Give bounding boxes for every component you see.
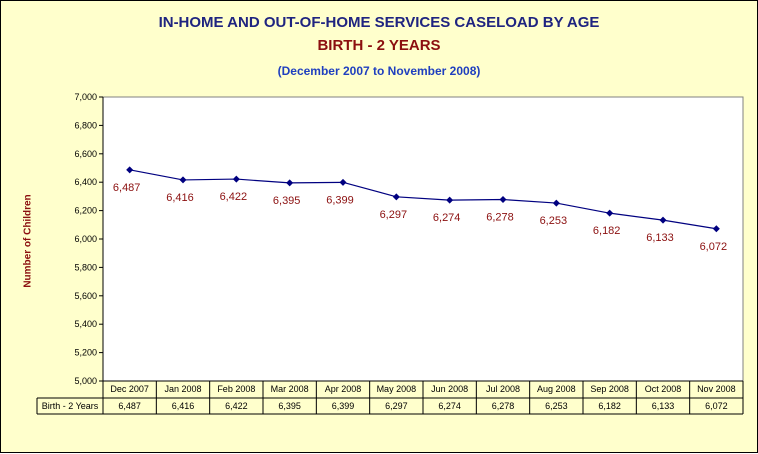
data-label: 6,072 xyxy=(700,241,728,253)
table-cell: 6,395 xyxy=(278,401,301,411)
data-point xyxy=(552,199,560,207)
data-label: 6,422 xyxy=(220,191,248,203)
data-label: 6,395 xyxy=(273,195,301,207)
y-tick-label: 6,200 xyxy=(74,206,97,216)
y-tick-label: 6,000 xyxy=(74,234,97,244)
table-cell: 6,399 xyxy=(332,401,355,411)
data-label: 6,399 xyxy=(326,194,354,206)
table-cell: 6,416 xyxy=(172,401,195,411)
data-label: 6,133 xyxy=(646,232,674,244)
data-label: 6,278 xyxy=(486,212,514,224)
data-point xyxy=(499,196,507,204)
data-point xyxy=(339,178,347,186)
x-tick-label: Feb 2008 xyxy=(217,384,255,394)
y-tick-label: 6,800 xyxy=(74,120,97,130)
data-point xyxy=(232,175,240,183)
data-point xyxy=(659,216,667,224)
data-point xyxy=(712,225,720,233)
plot-area xyxy=(102,96,744,382)
data-label: 6,274 xyxy=(433,212,461,224)
table-cell: 6,422 xyxy=(225,401,248,411)
x-tick-label: Oct 2008 xyxy=(645,384,682,394)
data-point xyxy=(392,193,400,201)
table-cell: 6,278 xyxy=(492,401,515,411)
y-tick-label: 5,600 xyxy=(74,291,97,301)
table-cell: 6,297 xyxy=(385,401,408,411)
data-point xyxy=(606,209,614,217)
chart-subtitle: BIRTH - 2 YEARS xyxy=(317,37,441,54)
x-tick-label: Jan 2008 xyxy=(164,384,201,394)
y-tick-label: 6,400 xyxy=(74,177,97,187)
x-tick-label: Jul 2008 xyxy=(486,384,520,394)
table-cell: 6,487 xyxy=(118,401,141,411)
y-tick-label: 5,200 xyxy=(74,348,97,358)
y-tick-label: 5,000 xyxy=(74,376,97,386)
data-point xyxy=(126,166,134,174)
x-tick-label: Jun 2008 xyxy=(431,384,468,394)
x-tick-label: Nov 2008 xyxy=(697,384,736,394)
data-point xyxy=(286,179,294,187)
y-tick-label: 6,600 xyxy=(74,149,97,159)
table-cell: 6,182 xyxy=(598,401,621,411)
data-label: 6,182 xyxy=(593,225,621,237)
table-series-name: Birth - 2 Years xyxy=(42,401,99,411)
y-tick-label: 5,400 xyxy=(74,319,97,329)
series-line xyxy=(129,169,717,230)
x-tick-label: Sep 2008 xyxy=(590,384,629,394)
data-point xyxy=(446,196,454,204)
chart-date-range: (December 2007 to November 2008) xyxy=(277,64,481,78)
data-point xyxy=(179,176,187,184)
y-tick-label: 7,000 xyxy=(74,92,97,102)
data-label: 6,487 xyxy=(113,182,141,194)
table-cell: 6,253 xyxy=(545,401,568,411)
data-label: 6,253 xyxy=(540,215,568,227)
y-tick-label: 5,800 xyxy=(74,262,97,272)
chart-title: IN-HOME AND OUT-OF-HOME SERVICES CASELOA… xyxy=(158,14,600,31)
x-tick-label: Apr 2008 xyxy=(325,384,362,394)
table-cell: 6,274 xyxy=(438,401,461,411)
x-tick-label: Aug 2008 xyxy=(537,384,576,394)
table-cell: 6,133 xyxy=(652,401,675,411)
x-tick-label: Mar 2008 xyxy=(271,384,309,394)
data-label: 6,416 xyxy=(166,192,194,204)
table-cell: 6,072 xyxy=(705,401,728,411)
x-tick-label: Dec 2007 xyxy=(110,384,149,394)
data-label: 6,297 xyxy=(380,209,408,221)
x-tick-label: May 2008 xyxy=(377,384,417,394)
